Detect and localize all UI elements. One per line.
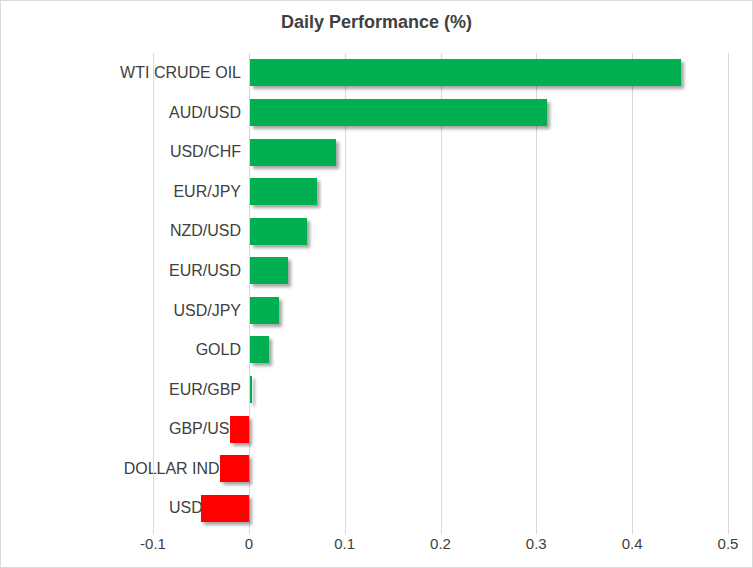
bar-wti-crude-oil (250, 59, 681, 86)
chart-title: Daily Performance (%) (1, 9, 752, 35)
bar-aud-usd (250, 99, 547, 126)
bar-eur-usd (250, 257, 288, 284)
category-label-aud-usd: AUD/USD (1, 93, 241, 133)
x-tick-label: 0.4 (602, 532, 662, 556)
category-label-nzd-usd: NZD/USD (1, 211, 241, 251)
x-tick-label: 0.1 (315, 532, 375, 556)
x-tick-label: -0.1 (123, 532, 183, 556)
bar-eur-jpy (250, 178, 317, 205)
category-label-eur-gbp: EUR/GBP (1, 370, 241, 410)
category-label-usd-jpy: USD/JPY (1, 291, 241, 331)
chart: Daily Performance (%) WTI CRUDE OILAUD/U… (0, 0, 753, 568)
gridline (632, 53, 633, 528)
bar-gold (250, 336, 269, 363)
bar-gbp-usd (230, 416, 249, 443)
category-label-gold: GOLD (1, 330, 241, 370)
category-label-gbp-usd: GBP/USD (1, 409, 241, 449)
x-tick-label: 0.2 (411, 532, 471, 556)
category-label-eur-jpy: EUR/JPY (1, 172, 241, 212)
category-label-usd-chf: USD/CHF (1, 132, 241, 172)
bar-nzd-usd (250, 218, 308, 245)
bar-dollar-index (220, 455, 249, 482)
bar-usd-cad (201, 495, 249, 522)
bar-usd-chf (250, 139, 336, 166)
category-label-eur-usd: EUR/USD (1, 251, 241, 291)
x-tick-label: 0 (219, 532, 279, 556)
category-label-wti-crude-oil: WTI CRUDE OIL (1, 53, 241, 93)
x-tick-label: 0.3 (506, 532, 566, 556)
bar-eur-gbp (250, 376, 252, 403)
gridline (728, 53, 729, 528)
bar-usd-jpy (250, 297, 279, 324)
gridline (153, 53, 154, 528)
x-tick-label: 0.5 (698, 532, 753, 556)
category-label-dollar-index: DOLLAR INDEX (1, 449, 241, 489)
